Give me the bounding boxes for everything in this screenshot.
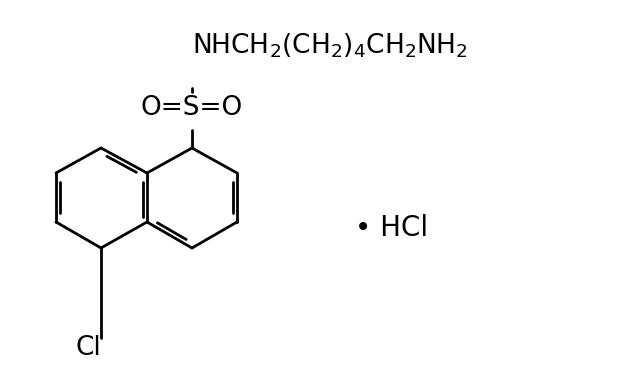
Text: Cl: Cl — [75, 335, 101, 361]
Text: NHCH$_2$(CH$_2$)$_4$CH$_2$NH$_2$: NHCH$_2$(CH$_2$)$_4$CH$_2$NH$_2$ — [192, 32, 468, 60]
Text: O=S=O: O=S=O — [141, 95, 243, 121]
Text: • HCl: • HCl — [355, 214, 428, 242]
